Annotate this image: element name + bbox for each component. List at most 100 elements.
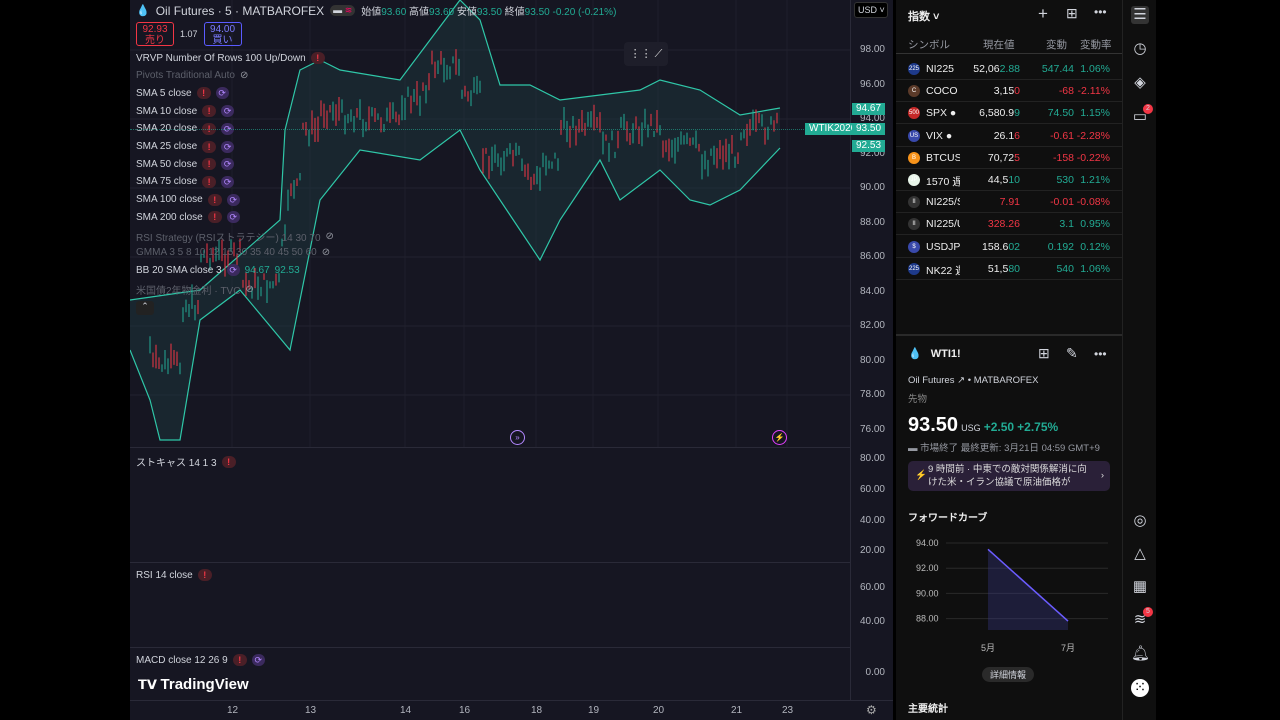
chat-icon[interactable]: ▭ 2 bbox=[1131, 104, 1153, 126]
apps-icon[interactable]: ⁙ bbox=[1131, 679, 1149, 697]
details-symbol[interactable]: WTI1! bbox=[930, 348, 961, 360]
change: -0.01 bbox=[1050, 196, 1074, 209]
indicator-legend[interactable]: SMA 5 close! ⟳ bbox=[136, 87, 229, 100]
warning-icon[interactable]: ! bbox=[310, 52, 325, 64]
warning-icon[interactable]: ! bbox=[207, 193, 222, 206]
sync-icon[interactable]: ⟳ bbox=[226, 264, 240, 277]
indicator-legend[interactable]: GMMA 3 5 8 10 12 15 30 35 40 45 50 60 ⊘ bbox=[136, 247, 330, 258]
sync-icon[interactable]: ⟳ bbox=[221, 158, 235, 171]
warning-icon[interactable]: ! bbox=[202, 105, 217, 118]
indicator-legend[interactable]: SMA 20 close! ⟳ bbox=[136, 122, 235, 135]
stoch-legend[interactable]: ストキャス 14 1 3! bbox=[136, 454, 236, 469]
price-tick: 76.00 bbox=[859, 423, 885, 435]
watchlist-row[interactable]: II NI225/U 328.26 3.1 0.95% bbox=[896, 213, 1122, 236]
indicator-legend[interactable]: SMA 25 close! ⟳ bbox=[136, 140, 235, 153]
add-symbol-icon[interactable]: + bbox=[1038, 4, 1048, 23]
chart-area[interactable]: 💧 Oil Futures · 5 · MATBAROFEX ▬ ≋ 始値93.… bbox=[130, 0, 893, 720]
eye-hidden-icon[interactable]: ⊘ bbox=[325, 231, 334, 242]
warning-icon[interactable]: ! bbox=[202, 158, 217, 171]
change-pct: -2.28% bbox=[1076, 129, 1110, 142]
more-icon[interactable]: ••• bbox=[1094, 347, 1107, 361]
news-card[interactable]: ⚡ 9 時間前 · 中東での敵対関係解消に向けた米・イラン協議で原油価格が８%.… bbox=[908, 461, 1110, 491]
more-icon[interactable]: ••• bbox=[1094, 5, 1107, 19]
sell-button[interactable]: 92.93 売り bbox=[136, 22, 174, 46]
feed-icon[interactable]: ≋ 5 bbox=[1131, 607, 1153, 629]
warning-icon[interactable]: ! bbox=[202, 122, 217, 135]
warning-icon[interactable]: ! bbox=[221, 455, 236, 468]
collapse-legend-button[interactable]: ⌃ bbox=[136, 301, 154, 315]
indicator-legend[interactable]: Pivots Traditional Auto ⊘ bbox=[136, 70, 248, 81]
more-details-button[interactable]: 詳細情報 bbox=[982, 667, 1035, 682]
bell-icon[interactable]: 🔔︎ bbox=[1131, 645, 1151, 662]
warning-icon[interactable]: ! bbox=[202, 175, 217, 188]
clock-icon[interactable]: ◷ bbox=[1133, 40, 1147, 57]
layers-icon[interactable]: ◈ bbox=[1134, 74, 1146, 91]
sync-icon[interactable]: ⟳ bbox=[221, 122, 235, 135]
indicator-legend[interactable]: 米国債2年物金利 · TVC ⊘ bbox=[136, 282, 254, 297]
watchlist-row[interactable]: II NI225/S 7.91 -0.01-0.08% bbox=[896, 191, 1122, 214]
sync-icon[interactable]: ⟳ bbox=[226, 193, 240, 206]
watchlist-row[interactable]: 500 SPX ● 6,580.99 74.50 1.15% bbox=[896, 102, 1122, 125]
warning-icon[interactable]: ! bbox=[232, 654, 247, 666]
sync-icon[interactable]: ⟳ bbox=[221, 175, 235, 188]
open-value: 93.60 bbox=[381, 7, 407, 18]
edit-icon[interactable]: ✎ bbox=[1066, 345, 1078, 361]
calendar-icon[interactable]: ▦ bbox=[1132, 578, 1148, 595]
warning-icon[interactable]: ! bbox=[202, 140, 217, 153]
details-pct: +2.75% bbox=[1017, 420, 1059, 434]
price-chart[interactable] bbox=[130, 0, 850, 447]
price-tick: 90.00 bbox=[859, 182, 885, 193]
watchlist-row[interactable]: BBTCUSI70,725-158-0.22% bbox=[896, 147, 1122, 169]
currency-select[interactable]: USD ˅ bbox=[854, 2, 888, 18]
sync-icon[interactable]: ⟳ bbox=[226, 211, 240, 224]
sync-icon[interactable]: ⟳ bbox=[251, 654, 265, 666]
watchlist-row[interactable]: JP 1570 遅 44,510 530 1.21% bbox=[896, 169, 1122, 191]
rsi-legend[interactable]: RSI 14 close! bbox=[136, 569, 212, 581]
watchlist-header: シンボル 現在値 変動 変動率 bbox=[896, 32, 1122, 54]
eye-hidden-icon[interactable]: ⊘ bbox=[245, 284, 254, 296]
replay-icon[interactable]: » bbox=[510, 430, 525, 445]
drawing-tool-button[interactable]: ⋮⋮ ⟋ bbox=[624, 42, 668, 66]
indicator-legend[interactable]: SMA 200 close! ⟳ bbox=[136, 211, 240, 224]
time-tick: 20 bbox=[653, 705, 665, 716]
indicator-legend[interactable]: RSI Strategy (RSIストラテジー) 14 30 70 ⊘ bbox=[136, 229, 334, 244]
last-price: 51,580 bbox=[958, 263, 1020, 275]
change: -0.61 bbox=[1050, 129, 1074, 142]
indicator-legend[interactable]: SMA 100 close! ⟳ bbox=[136, 193, 240, 206]
stoch-tick: 40.00 bbox=[859, 515, 885, 526]
indicator-legend[interactable]: VRVP Number Of Rows 100 Up/Down! bbox=[136, 52, 325, 64]
watchlist-title[interactable]: 指数 ˅ bbox=[908, 11, 940, 23]
warning-icon[interactable]: ! bbox=[197, 569, 212, 581]
details-name[interactable]: Oil Futures bbox=[908, 375, 955, 386]
symbol-title[interactable]: Oil Futures · 5 · MATBAROFEX bbox=[155, 3, 325, 18]
target-icon[interactable]: ◎ bbox=[1133, 512, 1147, 529]
indicator-legend[interactable]: SMA 50 close! ⟳ bbox=[136, 158, 235, 171]
ideas-icon[interactable]: △ bbox=[1134, 545, 1146, 562]
eye-hidden-icon[interactable]: ⊘ bbox=[321, 246, 331, 258]
warning-icon[interactable]: ! bbox=[207, 211, 222, 224]
price-axis[interactable]: USD ˅ 98.00 96.00 94.00 92.00 90.00 88.00 86.0… bbox=[850, 0, 893, 700]
warning-icon[interactable]: ! bbox=[196, 87, 211, 100]
buy-button[interactable]: 94.00 買い bbox=[203, 22, 242, 46]
lightning-icon[interactable]: ⚡ bbox=[772, 430, 787, 445]
sync-icon[interactable]: ⟳ bbox=[221, 105, 235, 118]
watchlist-row[interactable]: US VIX ● 26.16 -0.61 -2.28% bbox=[896, 125, 1122, 147]
fwd-x-tick: 5月 bbox=[981, 643, 995, 653]
indicator-legend[interactable]: SMA 75 close! ⟳ bbox=[136, 175, 235, 188]
macd-legend[interactable]: MACD close 12 26 9! ⟳ bbox=[136, 654, 265, 666]
watchlist-row[interactable]: 225 NI225 52,062.88 547.44 1.06% bbox=[896, 58, 1122, 80]
indicator-legend[interactable]: SMA 10 close! ⟳ bbox=[136, 105, 235, 118]
settings-icon[interactable]: ⚙ bbox=[866, 703, 877, 717]
indicator-label: GMMA 3 5 8 10 12 15 30 35 40 45 50 60 bbox=[136, 246, 317, 258]
sync-icon[interactable]: ⟳ bbox=[221, 140, 235, 153]
sync-icon[interactable]: ⟳ bbox=[215, 87, 229, 100]
eye-hidden-icon[interactable]: ⊘ bbox=[239, 69, 249, 81]
grid-icon[interactable]: ⊞ bbox=[1038, 345, 1050, 361]
collapse-icon[interactable]: ▬ ≋ bbox=[330, 5, 356, 16]
watchlist-icon[interactable]: ☰ bbox=[1131, 6, 1149, 24]
layout-icon[interactable]: ⊞ bbox=[1066, 5, 1078, 21]
indicator-legend[interactable]: BB 20 SMA close 3 ⟳ 94.67 92.53 bbox=[136, 264, 300, 277]
